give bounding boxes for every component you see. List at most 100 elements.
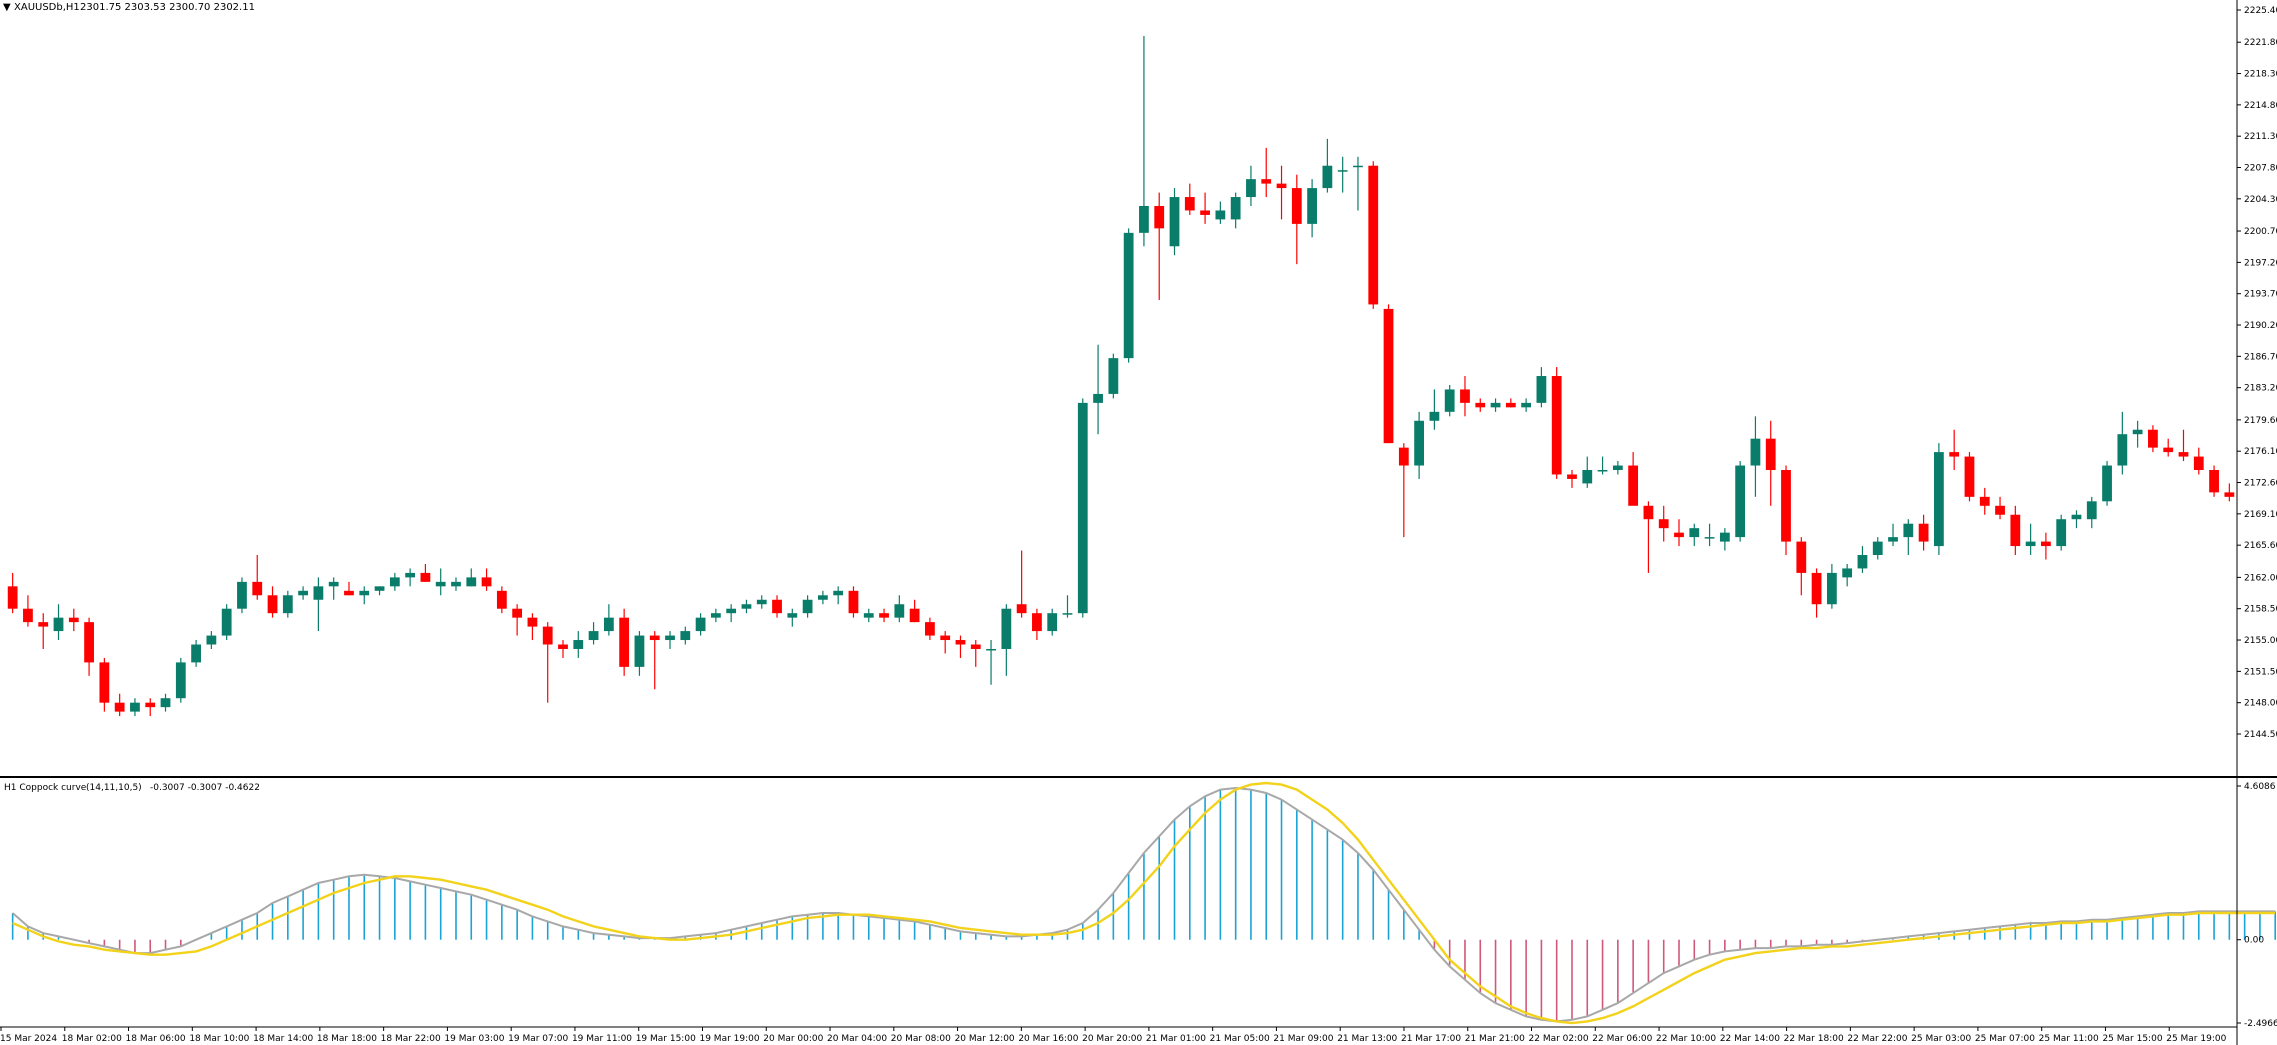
- candle-body: [1169, 197, 1180, 247]
- candle-body: [1047, 613, 1058, 632]
- candle-body: [1872, 541, 1883, 556]
- candle-body: [2117, 434, 2128, 466]
- candle-body: [1674, 532, 1684, 538]
- time-tick-label: 18 Mar 10:00: [189, 1034, 249, 1044]
- candle-body: [833, 590, 844, 596]
- price-tick-label: 2207.80: [2244, 164, 2277, 174]
- candle-body: [1108, 358, 1119, 394]
- candle-body: [1658, 519, 1669, 529]
- candle-body: [1995, 505, 2005, 515]
- candle-body: [267, 595, 278, 614]
- candle-body: [2086, 501, 2097, 520]
- price-tick-label: 2197.20: [2244, 258, 2277, 268]
- candle-body: [2010, 514, 2021, 547]
- candle-body: [2209, 469, 2219, 493]
- candle-body: [1826, 572, 1837, 605]
- candle-body: [2102, 465, 2112, 502]
- candle-body: [1505, 402, 1516, 408]
- candle-body: [603, 617, 614, 632]
- chart-menu-icon[interactable]: ▼: [3, 2, 11, 13]
- candle-body: [145, 702, 156, 708]
- time-tick-label: 20 Mar 00:00: [763, 1034, 823, 1044]
- time-tick-label: 21 Mar 05:00: [1210, 1034, 1270, 1044]
- price-pane[interactable]: [7, 35, 2235, 717]
- candle-body: [1567, 474, 1577, 479]
- candle-body: [206, 635, 217, 645]
- time-tick-label: 19 Mar 11:00: [572, 1034, 632, 1044]
- candle-body: [114, 702, 125, 712]
- candle-body: [802, 599, 813, 614]
- candle-body: [1842, 568, 1853, 578]
- time-tick-label: 19 Mar 15:00: [636, 1034, 696, 1044]
- price-tick-label: 2176.10: [2244, 447, 2277, 457]
- candle-body: [1414, 420, 1425, 466]
- indicator-tick-label: 4.6086: [2244, 782, 2276, 792]
- candle-body: [970, 644, 981, 649]
- candle-body: [1337, 170, 1348, 172]
- indicator-tick-label: 0.00: [2244, 936, 2264, 946]
- price-tick-label: 2186.70: [2244, 352, 2277, 362]
- candle-body: [2041, 541, 2051, 547]
- candle-body: [1368, 165, 1379, 305]
- candle-body: [1582, 469, 1593, 484]
- candle-body: [1077, 402, 1088, 614]
- candle-body: [1139, 205, 1149, 233]
- candle-body: [940, 635, 951, 641]
- price-tick-label: 2211.30: [2244, 132, 2277, 142]
- candle-body: [160, 698, 171, 708]
- candle-body: [817, 595, 828, 600]
- time-tick-label: 21 Mar 01:00: [1146, 1034, 1206, 1044]
- candle-body: [1215, 210, 1226, 220]
- price-tick-label: 2221.80: [2244, 38, 2277, 48]
- candle-body: [7, 586, 18, 609]
- price-tick-label: 2183.20: [2244, 384, 2277, 394]
- time-tick-label: 22 Mar 22:00: [1847, 1034, 1907, 1044]
- candle-body: [695, 617, 706, 632]
- time-tick-label: 22 Mar 14:00: [1720, 1034, 1780, 1044]
- price-tick-label: 2162.00: [2244, 573, 2277, 583]
- time-tick-label: 22 Mar 10:00: [1656, 1034, 1716, 1044]
- candle-body: [1154, 205, 1165, 229]
- price-tick-label: 2165.60: [2244, 541, 2277, 551]
- time-tick-label: 18 Mar 22:00: [381, 1034, 441, 1044]
- candle-body: [1093, 393, 1103, 403]
- time-tick-label: 20 Mar 16:00: [1018, 1034, 1078, 1044]
- candle-body: [1918, 523, 1929, 542]
- candle-body: [1888, 537, 1898, 542]
- candle-body: [191, 644, 201, 663]
- candle-body: [512, 608, 523, 618]
- time-tick-label: 15 Mar 2024: [0, 1034, 57, 1044]
- candle-body: [451, 581, 461, 587]
- candle-body: [359, 590, 370, 596]
- candle-body: [282, 595, 293, 614]
- candle-body: [1933, 452, 1944, 547]
- candle-body: [710, 613, 721, 618]
- price-tick-label: 2225.40: [2244, 6, 2277, 16]
- time-tick-label: 20 Mar 12:00: [955, 1034, 1015, 1044]
- candle-body: [986, 648, 996, 651]
- candle-body: [894, 604, 905, 618]
- time-tick-label: 19 Mar 03:00: [444, 1034, 504, 1044]
- candle-body: [909, 608, 920, 623]
- candle-body: [344, 590, 354, 596]
- candle-body: [298, 590, 309, 596]
- candle-body: [1735, 465, 1746, 538]
- candle-body: [558, 644, 568, 649]
- candle-body: [955, 640, 966, 645]
- candle-body: [756, 599, 767, 605]
- indicator-pane[interactable]: [11, 781, 2277, 1025]
- candle-body: [2132, 429, 2143, 435]
- candle-body: [1184, 197, 1195, 211]
- time-tick-label: 19 Mar 19:00: [699, 1034, 759, 1044]
- candle-body: [84, 622, 94, 663]
- candle-body: [313, 586, 324, 600]
- candle-body: [2148, 429, 2158, 448]
- price-tick-label: 2204.30: [2244, 195, 2277, 205]
- time-tick-label: 18 Mar 14:00: [253, 1034, 313, 1044]
- candle-body: [1750, 438, 1761, 466]
- candle-body: [1322, 165, 1333, 189]
- candle-body: [772, 599, 782, 614]
- candle-body: [863, 613, 874, 618]
- candle-body: [542, 626, 553, 645]
